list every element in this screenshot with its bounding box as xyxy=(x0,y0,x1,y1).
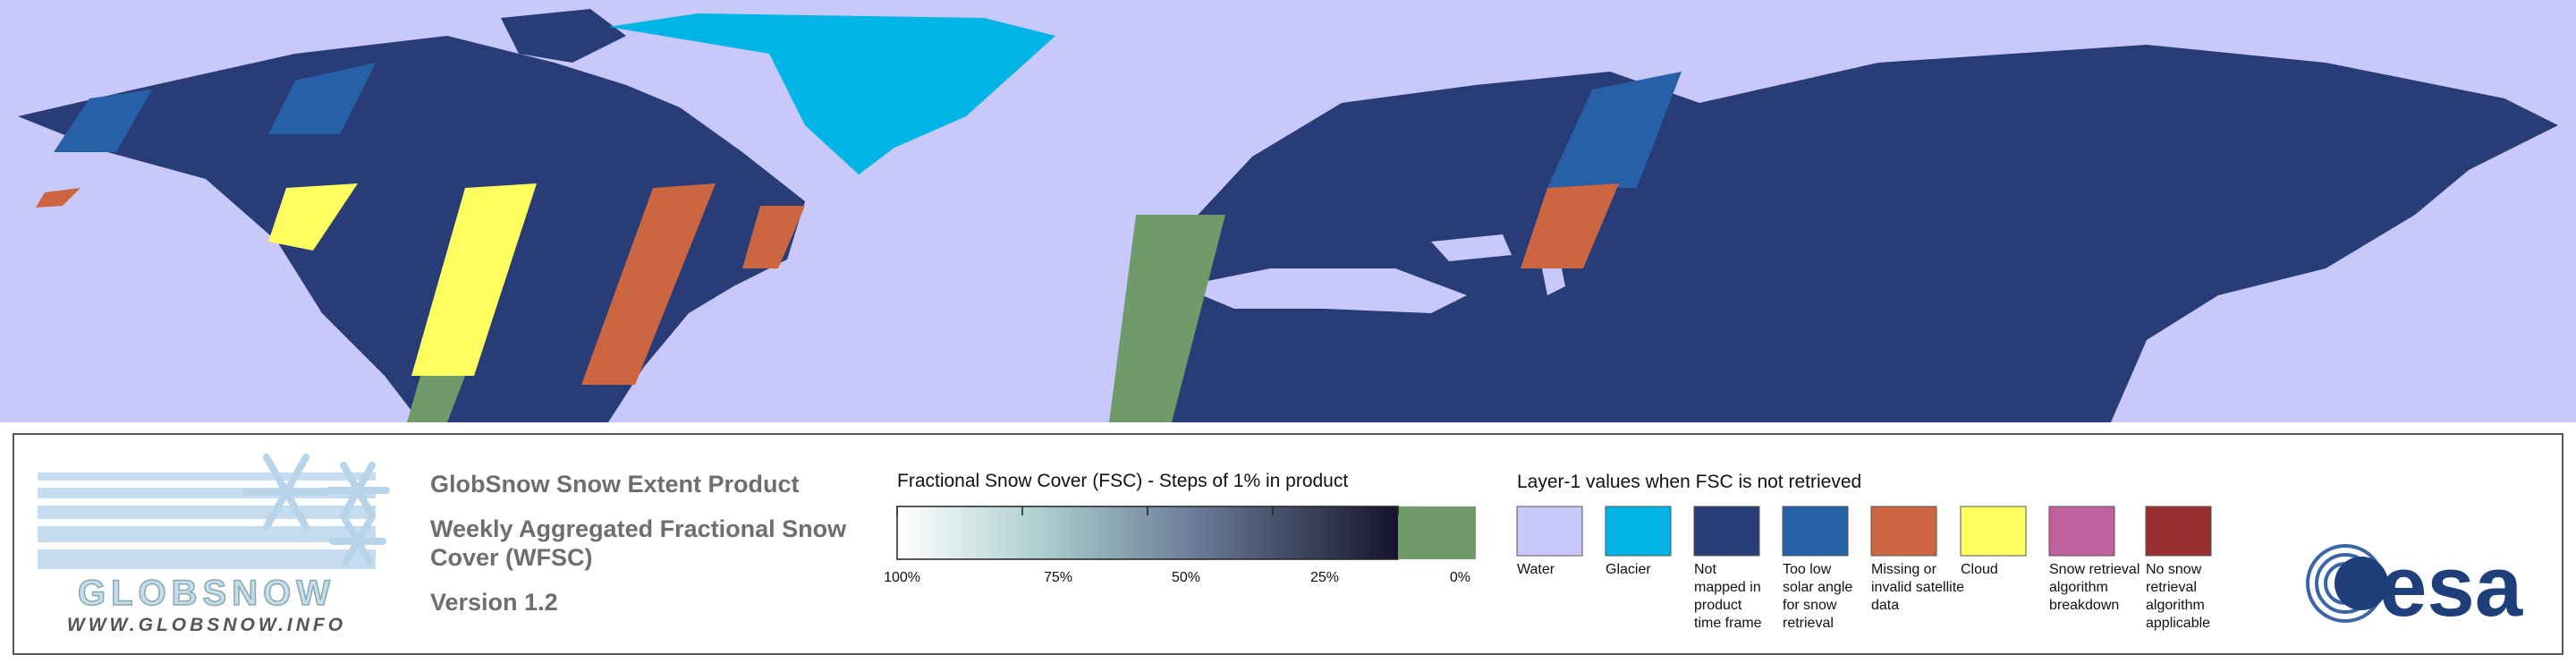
class-label: breakdown xyxy=(2049,598,2119,613)
fsc-tick-label: 75% xyxy=(1044,570,1072,585)
swath-missing xyxy=(742,206,805,268)
class-swatch xyxy=(2145,506,2212,557)
swath-missing xyxy=(581,183,716,385)
class-swatch xyxy=(1870,506,1937,557)
fsc-tick-label: 0% xyxy=(1450,570,1470,585)
black-sea xyxy=(1431,234,1512,261)
swath-green xyxy=(1109,215,1225,422)
class-label: Glacier xyxy=(1606,562,1651,577)
arctic-islands xyxy=(501,9,626,63)
swath-solar xyxy=(268,63,376,134)
class-label: applicable xyxy=(2146,616,2210,631)
class-label: for snow xyxy=(1783,598,1837,613)
class-label: time frame xyxy=(1694,616,1762,631)
product-subtitle: Cover (WFSC) xyxy=(430,544,593,571)
class-label: solar angle xyxy=(1783,580,1852,595)
fsc-title: Fractional Snow Cover (FSC) - Steps of 1… xyxy=(897,471,1348,491)
eurasia xyxy=(1136,45,2558,422)
globsnow-logo: GLOBSNOW WWW.GLOBSNOW.INFO xyxy=(38,454,390,635)
logo-stripe xyxy=(38,549,376,569)
class-label: algorithm xyxy=(2146,598,2205,613)
product-info: GlobSnow Snow Extent Product Weekly Aggr… xyxy=(430,471,847,616)
swath-cloud xyxy=(411,183,537,376)
class-swatch xyxy=(1693,506,1760,557)
logo-stripe xyxy=(38,472,376,481)
logo-stripe xyxy=(38,506,376,519)
layer1-legend: Layer-1 values when FSC is not retrieved… xyxy=(1516,472,2212,631)
swath-missing xyxy=(1521,183,1619,268)
class-label: Cloud xyxy=(1961,562,1998,577)
logo-url: WWW.GLOBSNOW.INFO xyxy=(67,615,346,635)
product-title: GlobSnow Snow Extent Product xyxy=(430,471,800,498)
class-label: product xyxy=(1694,598,1742,613)
class-swatch xyxy=(2048,506,2115,557)
esa-wordmark: esa xyxy=(2379,539,2523,634)
layer1-title: Layer-1 values when FSC is not retrieved xyxy=(1517,472,1861,492)
japan xyxy=(2218,206,2272,268)
product-version: Version 1.2 xyxy=(430,589,558,616)
class-swatch xyxy=(1960,506,2027,557)
fsc-tick-label: 50% xyxy=(1172,570,1200,585)
class-label: retrieval xyxy=(2146,580,2197,595)
class-label: retrieval xyxy=(1783,616,1834,631)
class-label: invalid satellite xyxy=(1871,580,1964,595)
class-label: Too low xyxy=(1783,562,1832,577)
fsc-tick-label: 100% xyxy=(884,570,920,585)
greenland xyxy=(608,13,1055,174)
class-label: algorithm xyxy=(2049,580,2108,595)
class-swatch xyxy=(1782,506,1849,557)
fsc-zero xyxy=(1398,506,1476,559)
product-subtitle: Weekly Aggregated Fractional Snow xyxy=(430,515,847,542)
swath-cloud xyxy=(268,183,358,251)
class-label: Not xyxy=(1694,562,1716,577)
swath-green xyxy=(407,376,465,422)
logo-wordmark: GLOBSNOW xyxy=(78,574,335,613)
fsc-scale: Fractional Snow Cover (FSC) - Steps of 1… xyxy=(884,471,1476,585)
class-label: mapped in xyxy=(1694,580,1761,595)
class-label: Missing or xyxy=(1871,562,1937,577)
fsc-tick-label: 25% xyxy=(1310,570,1339,585)
class-label: No snow xyxy=(2146,562,2202,577)
class-label: data xyxy=(1871,598,1899,613)
mediterranean xyxy=(1181,268,1467,313)
class-label: Snow retrieval xyxy=(2049,562,2140,577)
esa-logo: esa xyxy=(2306,539,2523,634)
class-label: Water xyxy=(1517,562,1555,577)
class-swatch xyxy=(1605,506,1672,557)
swath-solar xyxy=(1547,72,1682,188)
esa-disc xyxy=(2334,557,2388,610)
swath-missing xyxy=(36,188,80,208)
swath-solar xyxy=(54,89,152,152)
map xyxy=(0,0,2576,422)
class-swatch xyxy=(1516,506,1583,557)
logo-stripe xyxy=(38,526,376,542)
snowflakes xyxy=(242,454,390,566)
